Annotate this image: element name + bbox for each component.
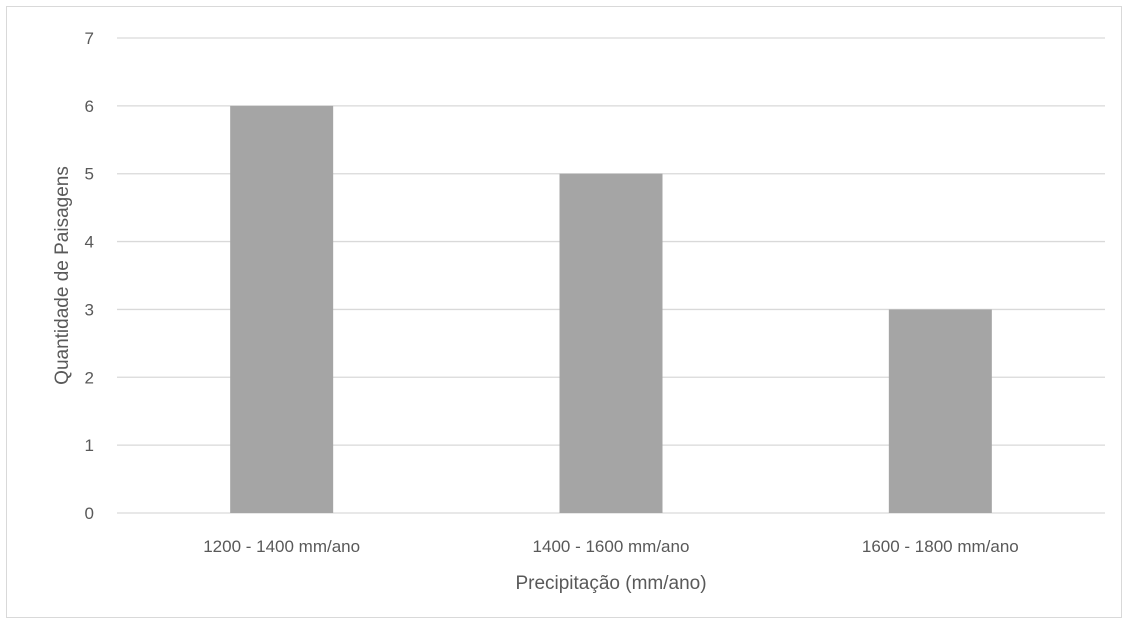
- y-tick-label: 3: [85, 300, 94, 319]
- y-tick-label: 0: [85, 504, 94, 523]
- y-tick-label: 6: [85, 97, 94, 116]
- y-tick-label: 2: [85, 368, 94, 387]
- y-tick-label: 5: [85, 165, 94, 184]
- y-tick-label: 7: [85, 29, 94, 48]
- bar-3: [888, 309, 992, 513]
- x-tick-label: 1400 - 1600 mm/ano: [533, 537, 690, 556]
- bar-1: [230, 105, 334, 513]
- y-tick-labels: 0 1 2 3 4 5 6 7: [85, 29, 94, 523]
- x-tick-label: 1600 - 1800 mm/ano: [862, 537, 1019, 556]
- y-axis-title: Quantidade de Paisagens: [52, 166, 73, 385]
- x-axis-title: Precipitação (mm/ano): [515, 573, 706, 594]
- bar-2: [559, 173, 663, 513]
- x-tick-label: 1200 - 1400 mm/ano: [203, 537, 360, 556]
- y-tick-label: 1: [85, 436, 94, 455]
- x-tick-labels: 1200 - 1400 mm/ano 1400 - 1600 mm/ano 1600…: [203, 537, 1019, 556]
- y-tick-label: 4: [85, 233, 94, 252]
- bars: [230, 105, 992, 513]
